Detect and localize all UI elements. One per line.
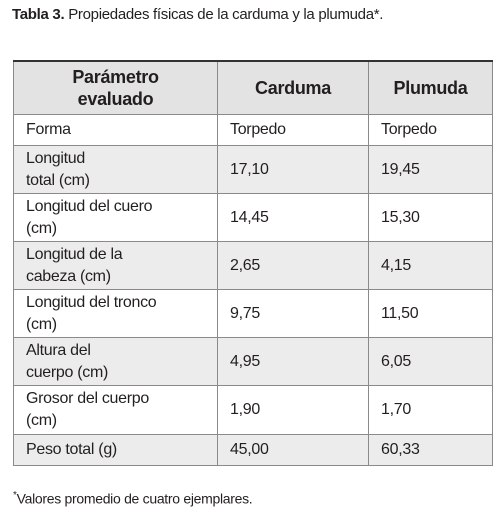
table-cell: Longitud de la cabeza (cm) bbox=[13, 241, 218, 290]
header-cell: Carduma bbox=[217, 60, 369, 115]
table-cell: 11,50 bbox=[368, 289, 493, 338]
table-cell: 14,45 bbox=[217, 193, 369, 242]
header-cell: Plumuda bbox=[368, 60, 493, 115]
table-row: Peso total (g) 45,00 60,33 bbox=[13, 434, 493, 466]
table-cell: Longitud del tronco (cm) bbox=[13, 289, 218, 338]
table-cell: Grosor del cuerpo (cm) bbox=[13, 385, 218, 435]
header-cell: Parámetro evaluado bbox=[13, 60, 218, 115]
table-row: Grosor del cuerpo (cm) 1,90 1,70 bbox=[13, 385, 493, 435]
table-cell: Altura del cuerpo (cm) bbox=[13, 337, 218, 386]
table-row: Longitud total (cm) 17,10 19,45 bbox=[13, 145, 493, 194]
table-cell: 4,15 bbox=[368, 241, 493, 290]
table-row: Longitud del cuero (cm) 14,45 15,30 bbox=[13, 193, 493, 242]
table-cell: Forma bbox=[13, 114, 218, 146]
table-row: Altura del cuerpo (cm) 4,95 6,05 bbox=[13, 337, 493, 386]
table-cell: 4,95 bbox=[217, 337, 369, 386]
table-cell: Torpedo bbox=[217, 114, 369, 146]
table-row: Longitud de la cabeza (cm) 2,65 4,15 bbox=[13, 241, 493, 290]
table-body: Forma Torpedo Torpedo Longitud total (cm) 17… bbox=[13, 114, 493, 466]
table: Parámetro evaluado Carduma Plumuda Forma To… bbox=[13, 60, 493, 466]
table-cell: Longitud total (cm) bbox=[13, 145, 218, 194]
caption: Tabla 3. Propiedades físicas de la cardu… bbox=[12, 6, 383, 23]
table-cell: 6,05 bbox=[368, 337, 493, 386]
table-row: Longitud del tronco (cm) 9,75 11,50 bbox=[13, 289, 493, 338]
header-row: Parámetro evaluado Carduma Plumuda bbox=[13, 60, 493, 115]
table-cell: 17,10 bbox=[217, 145, 369, 194]
footnote-text: Valores promedio de cuatro ejemplares. bbox=[16, 490, 253, 507]
table-cell: Peso total (g) bbox=[13, 434, 218, 466]
table-header: Parámetro evaluado Carduma Plumuda bbox=[13, 60, 493, 115]
table-cell: 60,33 bbox=[368, 434, 493, 466]
table-cell: 45,00 bbox=[217, 434, 369, 466]
footnote-mark: * bbox=[13, 490, 17, 501]
table-cell: 15,30 bbox=[368, 193, 493, 242]
table-cell: 2,65 bbox=[217, 241, 369, 290]
caption-label: Tabla 3. bbox=[12, 6, 65, 23]
table-cell: 1,70 bbox=[368, 385, 493, 435]
footnote: *Valores promedio de cuatro ejemplares. bbox=[13, 490, 253, 507]
table-row: Forma Torpedo Torpedo bbox=[13, 114, 493, 146]
table-cell: Torpedo bbox=[368, 114, 493, 146]
table-cell: 19,45 bbox=[368, 145, 493, 194]
table-cell: 1,90 bbox=[217, 385, 369, 435]
caption-text: Propiedades físicas de la carduma y la p… bbox=[68, 6, 384, 23]
table-cell: 9,75 bbox=[217, 289, 369, 338]
table-cell: Longitud del cuero (cm) bbox=[13, 193, 218, 242]
